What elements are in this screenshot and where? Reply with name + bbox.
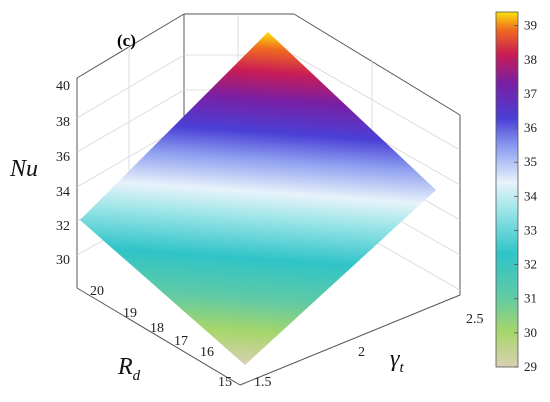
colorbar-tick-label: 36 — [524, 120, 538, 135]
z-axis-ticks: 30 32 34 36 38 40 — [56, 79, 70, 268]
x-tick-label: 17 — [174, 334, 188, 349]
y-axis-ticks: 1.5 2 2.5 — [254, 312, 484, 390]
front-bottom-left-edge — [76, 287, 241, 386]
z-tick-label: 32 — [56, 219, 70, 234]
colorbar-tick-label: 30 — [524, 325, 537, 340]
front-edges — [76, 287, 461, 386]
x-axis-ticks: 15 16 17 18 19 20 — [90, 284, 232, 390]
x-tick-label: 16 — [200, 345, 214, 360]
z-tick-label: 36 — [56, 150, 70, 165]
colorbar — [495, 11, 519, 368]
grid-line — [76, 54, 185, 119]
x-tick-label: 18 — [150, 321, 164, 336]
colorbar-tick-label: 35 — [524, 154, 537, 169]
colorbar-tick-label: 34 — [524, 188, 538, 203]
y-tick-label: 2 — [358, 345, 365, 360]
colorbar-tick-label: 29 — [524, 359, 537, 374]
colorbar-tick-label: 38 — [524, 52, 537, 67]
front-bottom-right-edge — [239, 294, 461, 386]
back-top-edge-left — [76, 13, 185, 79]
y-tick-label: 1.5 — [254, 375, 272, 390]
colorbar-tick-label: 37 — [524, 86, 538, 101]
z-tick-label: 40 — [56, 79, 70, 94]
colorbar-tick-label: 33 — [524, 222, 537, 237]
grid-line — [293, 54, 461, 151]
x-axis-label: Rd — [117, 354, 141, 384]
colorbar-tick-label: 39 — [524, 18, 537, 33]
z-axis-label: Nu — [9, 156, 38, 182]
colorbar-tick-label: 31 — [524, 291, 537, 306]
colorbar-ticks: 29 30 31 32 33 34 35 36 37 38 39 — [514, 18, 538, 374]
grid-line — [76, 89, 185, 153]
y-tick-label: 2.5 — [466, 312, 484, 327]
z-tick-label: 34 — [56, 185, 70, 200]
x-tick-label: 19 — [123, 306, 137, 321]
y-axis-label: γt — [390, 346, 404, 376]
response-surface — [80, 32, 436, 365]
x-tick-label: 15 — [218, 375, 232, 390]
z-tick-label: 30 — [56, 253, 70, 268]
panel-label: (c) — [117, 31, 136, 50]
colorbar-tick-label: 32 — [524, 257, 537, 272]
right-wall-top-edge — [293, 13, 461, 116]
x-tick-label: 20 — [90, 284, 104, 299]
z-tick-label: 38 — [56, 115, 70, 130]
